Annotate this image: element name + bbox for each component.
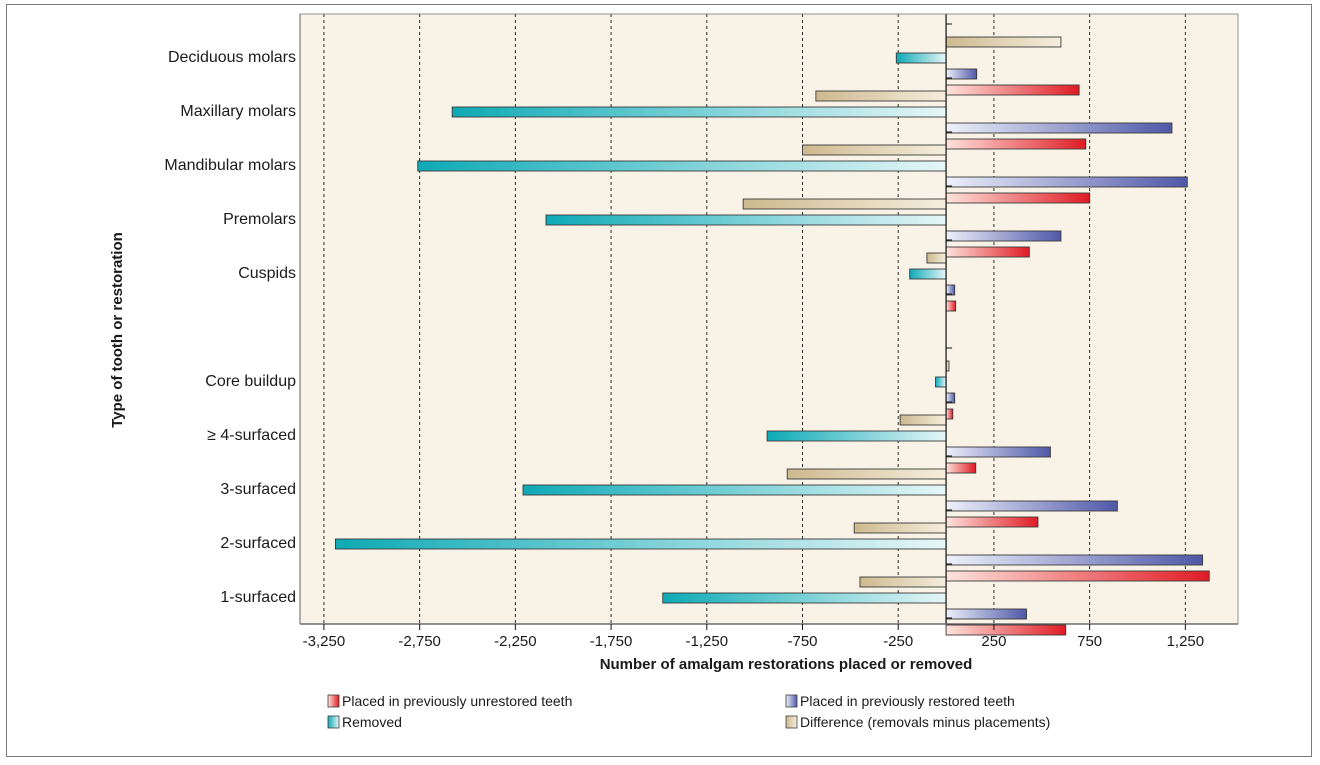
legend: Placed in previously unrestored teeth Pla… — [327, 693, 1050, 730]
bar-removed — [545, 214, 947, 226]
category-label: Mandibular molars — [164, 157, 296, 174]
bar-unrestored — [945, 408, 954, 420]
bar-unrestored — [945, 516, 1039, 528]
bar-restored — [945, 500, 1118, 512]
bar-removed — [417, 160, 947, 172]
legend-label-restored: Placed in previously restored teeth — [800, 693, 1015, 709]
legend-swatch-restored — [785, 694, 798, 708]
bar-difference — [853, 522, 947, 534]
category-label: Deciduous molars — [168, 49, 296, 66]
category-label: Maxillary molars — [180, 103, 296, 120]
plot-area — [300, 14, 1238, 624]
bar-difference — [815, 90, 947, 102]
legend-label-difference: Difference (removals minus placements) — [800, 714, 1050, 730]
x-tick-label: -750 — [787, 633, 817, 650]
bar-difference — [926, 252, 947, 264]
x-tick-label: 250 — [981, 633, 1006, 650]
x-tick-label: -2,750 — [398, 633, 441, 650]
category-label: 3-surfaced — [220, 481, 296, 498]
bar-restored — [945, 176, 1188, 188]
bar-unrestored — [945, 246, 1030, 258]
bar-restored — [945, 122, 1173, 134]
bar-restored — [945, 446, 1051, 458]
legend-label-removed: Removed — [342, 714, 402, 730]
bar-difference — [945, 36, 1062, 48]
labels: -3,250 -2,750 -2,250 -1,750 -1,250 -750 -250 25… — [164, 49, 1204, 650]
legend-swatch-unrestored — [327, 694, 340, 708]
bars — [334, 36, 1210, 636]
bar-removed — [451, 106, 947, 118]
category-label: Premolars — [223, 211, 296, 228]
axes — [299, 13, 1239, 630]
bar-removed — [895, 52, 947, 64]
legend-swatch-removed — [327, 715, 340, 729]
x-axis-title: Number of amalgam restorations placed or… — [600, 656, 973, 673]
bar-unrestored — [945, 192, 1091, 204]
x-tick-label: -1,750 — [590, 633, 633, 650]
category-label: 2-surfaced — [220, 535, 296, 552]
category-label: ≥ 4-surfaced — [207, 427, 296, 444]
bar-unrestored — [945, 300, 957, 312]
category-label: 1-surfaced — [220, 589, 296, 606]
bar-removed — [766, 430, 947, 442]
x-tick-label: -3,250 — [303, 633, 346, 650]
bar-unrestored — [945, 138, 1087, 150]
x-tick-label: 750 — [1077, 633, 1102, 650]
bar-difference — [899, 414, 947, 426]
bar-removed — [522, 484, 947, 496]
bar-restored — [945, 230, 1062, 242]
bar-removed — [662, 592, 947, 604]
x-tick-label: 1,250 — [1167, 633, 1205, 650]
bar-difference — [859, 576, 947, 588]
bar-unrestored — [945, 624, 1067, 636]
bar-restored — [945, 608, 1027, 620]
bar-removed — [909, 268, 947, 280]
x-tick-label: -1,250 — [686, 633, 729, 650]
bar-difference — [742, 198, 947, 210]
legend-label-unrestored: Placed in previously unrestored teeth — [342, 693, 572, 709]
category-label: Core buildup — [205, 373, 296, 390]
y-axis-title: Type of tooth or restoration — [109, 232, 126, 428]
x-tick-label: -2,250 — [494, 633, 537, 650]
category-label: Cuspids — [238, 265, 296, 282]
bar-restored — [945, 554, 1204, 566]
bar-unrestored — [945, 462, 977, 474]
bar-removed — [935, 376, 947, 388]
bar-difference — [802, 144, 947, 156]
plot-border — [299, 13, 1239, 625]
bar-difference — [786, 468, 947, 480]
legend-swatch-difference — [785, 715, 798, 729]
bar-unrestored — [945, 570, 1210, 582]
bar-removed — [334, 538, 947, 550]
bar-unrestored — [945, 84, 1080, 96]
x-tick-label: -250 — [883, 633, 913, 650]
